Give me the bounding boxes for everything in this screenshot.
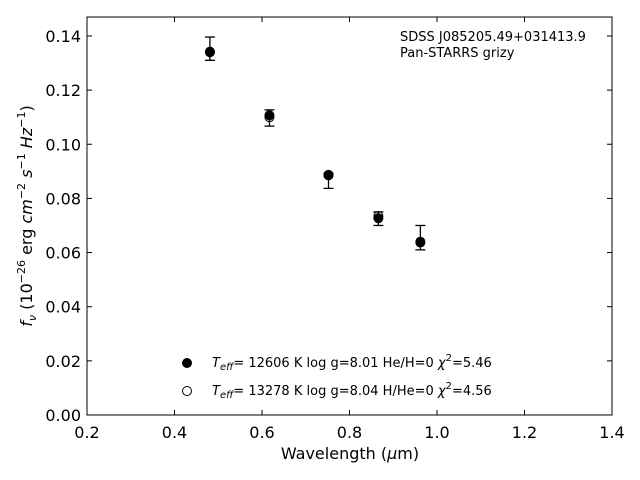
y-tick-label: 0.14: [45, 27, 81, 46]
x-tick-label: 1.2: [512, 423, 537, 442]
y-tick-label: 0.02: [45, 352, 81, 371]
annotation-object-name: SDSS J085205.49+031413.9: [400, 30, 586, 45]
y-tick-label: 0.06: [45, 244, 81, 263]
open-circle-point: [373, 211, 384, 221]
legend-marker-open: [182, 386, 192, 396]
x-tick-label: 0.2: [74, 423, 99, 442]
x-tick-label: 0.8: [337, 423, 362, 442]
y-tick-label: 0.04: [45, 298, 81, 317]
y-tick-label: 0.10: [45, 135, 81, 154]
y-axis-label: fν (10−26 erg cm−2 s−1 Hz−1): [15, 105, 39, 326]
x-tick-label: 0.4: [162, 423, 187, 442]
x-tick-label: 1.4: [599, 423, 624, 442]
annotation-survey: Pan-STARRS grizy: [400, 46, 515, 61]
legend-marker-filled: [182, 358, 192, 368]
y-tick-label: 0.08: [45, 189, 81, 208]
open-circle-point: [415, 236, 426, 247]
open-circle-point: [264, 112, 275, 123]
y-axis: 0.00 0.02 0.04 0.06 0.08 0.10 0.12 0.14: [45, 27, 612, 425]
y-tick-label: 0.00: [45, 406, 81, 425]
x-tick-label: 0.6: [249, 423, 274, 442]
legend: Teff= 12606 K log g=8.01 He/H=0 χ2=5.46 …: [182, 353, 492, 401]
x-axis: 0.2 0.4 0.6 0.8 1.0 1.2 1.4: [74, 17, 625, 442]
plot-area: [86, 16, 613, 416]
legend-text-filled: Teff= 12606 K log g=8.01 He/H=0 χ2=5.46: [212, 353, 492, 373]
y-tick-label: 0.12: [45, 81, 81, 100]
open-circle-point: [204, 46, 215, 57]
x-tick-label: 1.0: [424, 423, 449, 442]
legend-text-open: Teff= 13278 K log g=8.04 H/He=0 χ2=4.56: [212, 381, 492, 401]
x-axis-label: Wavelength (μm): [281, 444, 419, 463]
model-points: [204, 46, 426, 248]
open-circle-point: [323, 170, 334, 181]
